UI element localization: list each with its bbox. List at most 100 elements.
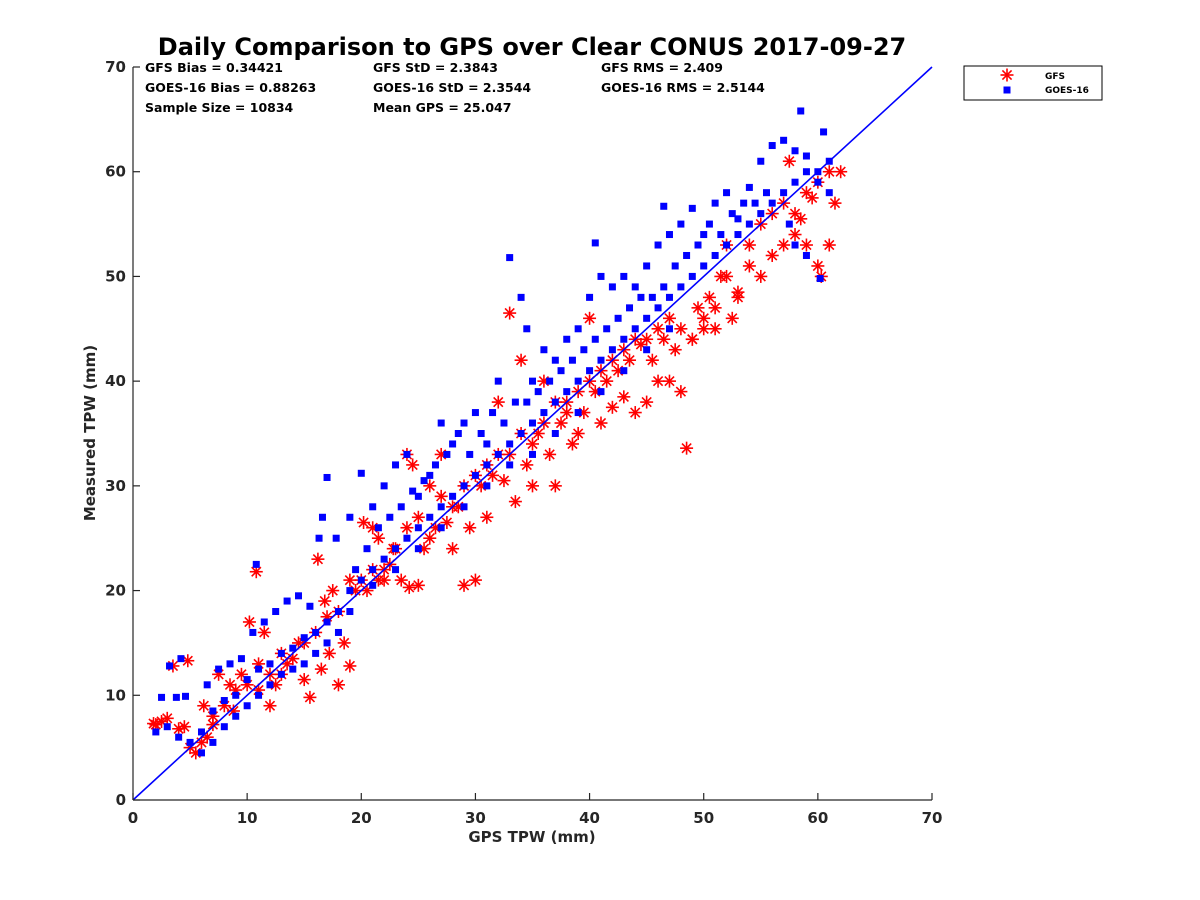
gfs-point: [223, 678, 237, 692]
goes16-point: [762, 189, 770, 197]
gfs-point: [249, 565, 263, 579]
goes16-point: [677, 220, 685, 228]
gfs-point: [565, 437, 579, 451]
goes16-point: [825, 189, 833, 197]
goes16-point: [392, 545, 400, 553]
goes16-point: [392, 566, 400, 574]
goes16-point: [323, 473, 331, 481]
goes16-point: [557, 367, 565, 375]
goes16-point: [386, 513, 394, 521]
goes16-point: [802, 168, 810, 176]
goes16-point: [517, 430, 525, 437]
goes16-point: [483, 482, 491, 490]
goes16-point: [466, 450, 474, 458]
gfs-point: [434, 489, 448, 503]
goes16-point: [529, 377, 536, 385]
goes16-point: [266, 681, 274, 689]
x-tick-label: 60: [807, 809, 828, 827]
goes16-point: [626, 304, 634, 312]
gfs-point: [526, 479, 539, 493]
stat-gfs-std: GFS StD = 2.3843: [373, 60, 498, 75]
goes16-point: [483, 440, 491, 448]
gfs-point: [822, 238, 836, 252]
stat-goes-std: GOES-16 StD = 2.3544: [373, 80, 531, 95]
gfs-point: [594, 416, 608, 430]
gfs-point: [742, 259, 756, 273]
goes16-point: [654, 304, 662, 312]
goes16-point: [494, 450, 502, 458]
goes16-point: [449, 440, 457, 448]
goes16-point: [620, 367, 628, 375]
goes16-point: [380, 555, 388, 563]
gfs-point: [343, 573, 357, 587]
goes16-point: [471, 409, 479, 417]
y-tick-label: 10: [105, 686, 126, 704]
goes16-point: [734, 231, 742, 239]
gfs-point: [742, 238, 756, 252]
gfs-point: [514, 353, 528, 367]
gfs-point: [503, 306, 517, 320]
goes16-point: [403, 450, 411, 458]
goes16-point: [477, 430, 485, 437]
gfs-point: [181, 654, 195, 668]
goes16-point: [374, 524, 382, 532]
chart-title: Daily Comparison to GPS over Clear CONUS…: [158, 33, 906, 61]
legend-gfs-asterisk: [1000, 68, 1014, 82]
gfs-point: [357, 516, 371, 530]
goes16-point: [711, 251, 719, 259]
legend-box: [963, 65, 1103, 101]
goes16-point: [426, 513, 434, 521]
goes16-point: [797, 107, 805, 115]
goes16-point: [312, 649, 320, 657]
gfs-point: [343, 659, 357, 673]
gfs-point: [457, 578, 471, 592]
goes16-point: [574, 377, 582, 385]
goes16-point: [529, 419, 536, 427]
gfs-point: [765, 248, 779, 262]
gfs-point: [337, 636, 351, 650]
goes16-point: [277, 649, 285, 657]
goes16-point: [608, 346, 616, 354]
goes16-point: [357, 469, 365, 477]
goes16-point: [597, 356, 605, 364]
goes16-point: [643, 346, 651, 354]
goes16-point: [318, 513, 326, 521]
x-tick-label: 30: [465, 809, 486, 827]
gfs-point: [571, 427, 585, 440]
goes16-point: [597, 272, 605, 280]
goes16-point: [563, 388, 571, 396]
y-tick-label: 40: [105, 372, 126, 390]
goes16-point: [574, 325, 582, 333]
gfs-point: [674, 322, 688, 336]
goes16-point: [654, 241, 662, 249]
goes16-point: [346, 587, 354, 595]
goes16-point: [791, 241, 799, 249]
gfs-point: [685, 332, 699, 346]
gfs-point: [834, 165, 848, 179]
legend-gfs-label: GFS: [1045, 72, 1065, 82]
goes16-point: [574, 409, 582, 417]
goes16-point: [397, 503, 405, 511]
goes16-point: [816, 275, 824, 283]
goes16-point: [272, 608, 280, 616]
goes16-point: [580, 346, 588, 354]
stat-sample-size: Sample Size = 10834: [145, 100, 294, 115]
goes16-point: [460, 503, 468, 511]
goes16-point: [300, 634, 308, 642]
goes16-point: [820, 128, 828, 136]
x-tick-label: 20: [351, 809, 372, 827]
goes16-point: [597, 388, 605, 396]
goes16-point: [306, 602, 314, 610]
goes16-point: [414, 545, 422, 553]
goes16-point: [237, 655, 245, 663]
gfs-point: [331, 678, 345, 692]
goes16-point: [506, 254, 514, 262]
x-tick-label: 10: [237, 809, 258, 827]
goes16-point: [203, 681, 211, 689]
goes16-point: [437, 524, 445, 532]
gfs-point: [411, 510, 425, 524]
goes16-point: [437, 419, 445, 427]
gfs-point: [311, 552, 325, 566]
goes16-point: [437, 503, 445, 511]
